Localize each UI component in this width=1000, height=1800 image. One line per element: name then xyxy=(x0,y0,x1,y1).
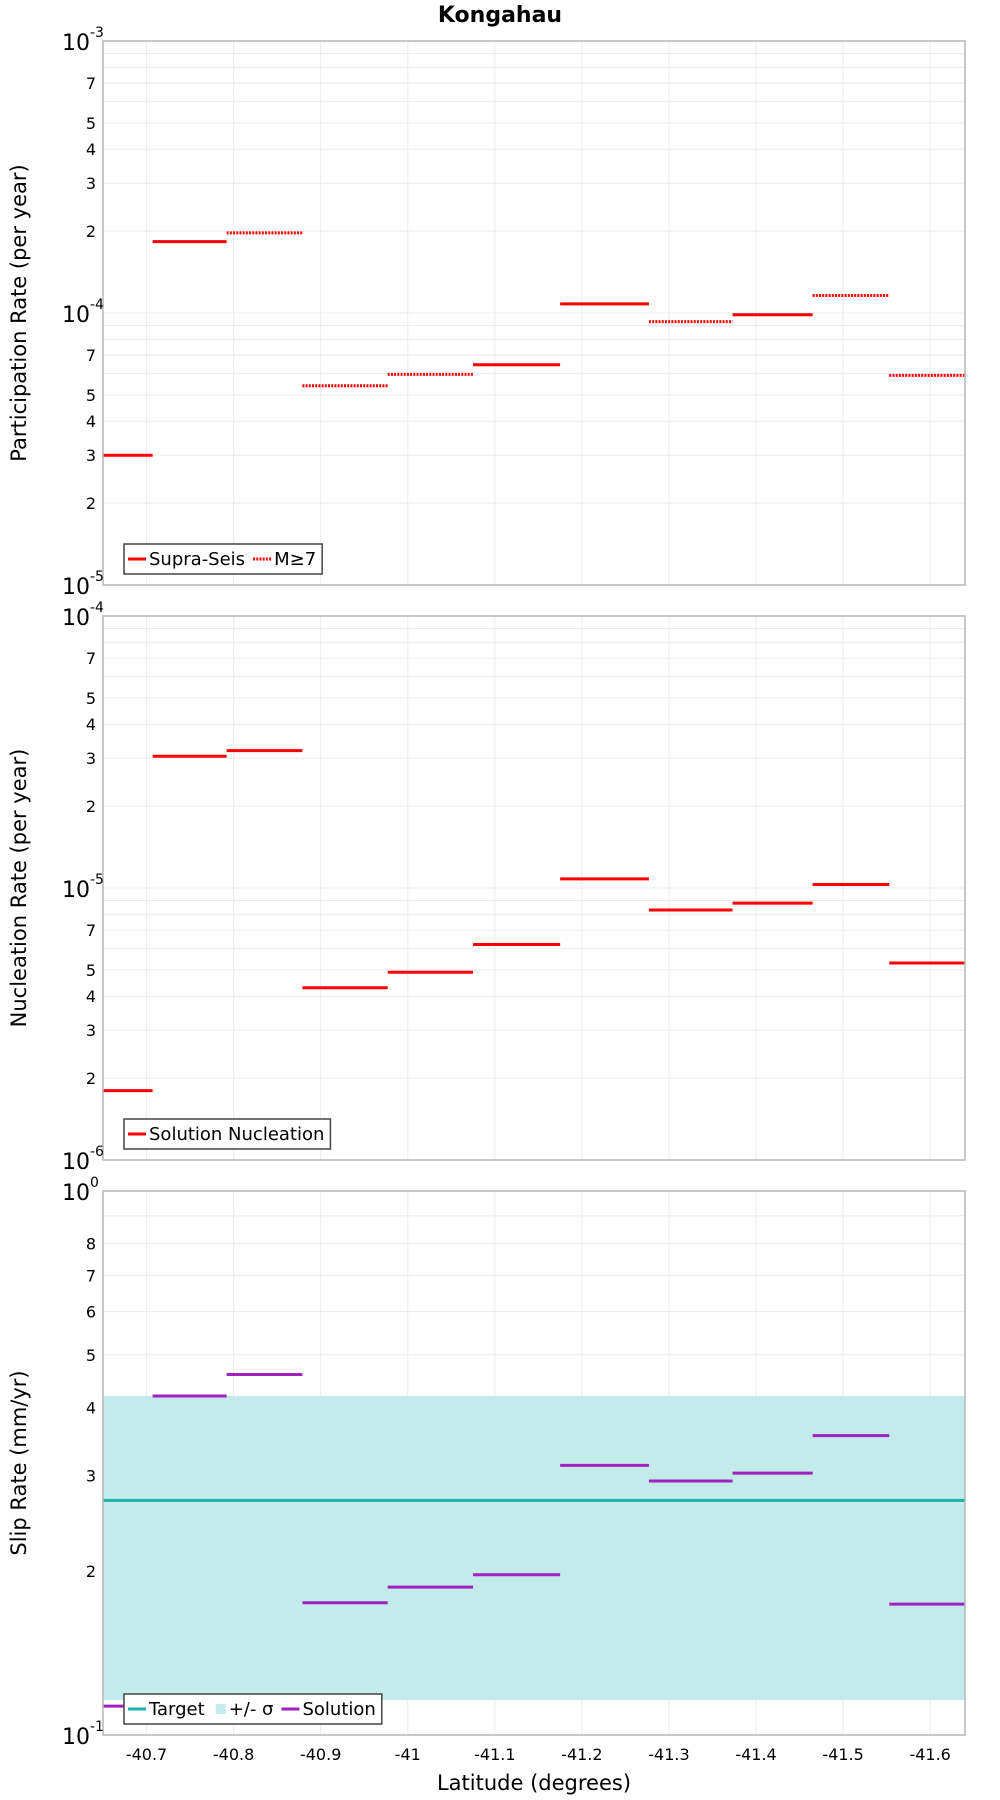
y-tick-label: 7 xyxy=(86,921,96,940)
y-tick-label: 10 xyxy=(62,878,90,903)
y-tick-label: 6 xyxy=(86,1303,96,1322)
legend-entry: Supra-Seis xyxy=(149,549,245,570)
y-tick-exponent: 0 xyxy=(90,1175,99,1191)
x-tick-label: -41.4 xyxy=(735,1745,776,1764)
legend-box xyxy=(123,1693,383,1725)
y-tick-label: 10 xyxy=(62,1725,90,1750)
plot-frame-nucleation xyxy=(102,615,966,1161)
x-tick-label: -40.8 xyxy=(213,1745,254,1764)
x-tick-label: -41 xyxy=(395,1745,421,1764)
legend-box xyxy=(123,1118,332,1150)
y-tick-label: 7 xyxy=(86,649,96,668)
y-tick-exponent: -1 xyxy=(90,1719,104,1735)
y-tick-label: 2 xyxy=(86,222,96,241)
x-axis-title: Latitude (degrees) xyxy=(437,1771,631,1795)
y-tick-label: 5 xyxy=(86,961,96,980)
y-tick-label: 8 xyxy=(86,1235,96,1254)
y-tick-label: 4 xyxy=(86,987,96,1006)
y-tick-label: 3 xyxy=(86,1021,96,1040)
x-tick-label: -41.2 xyxy=(561,1745,602,1764)
y-tick-exponent: -6 xyxy=(90,1144,104,1160)
y-tick-label: 2 xyxy=(86,1069,96,1088)
y-tick-exponent: -3 xyxy=(90,25,104,41)
y-tick-label: 10 xyxy=(62,31,90,56)
y-tick-label: 10 xyxy=(62,575,90,600)
y-tick-label: 10 xyxy=(62,303,90,328)
x-tick-label: -41.1 xyxy=(474,1745,515,1764)
y-tick-label: 5 xyxy=(86,386,96,405)
y-tick-label: 5 xyxy=(86,1346,96,1365)
legend-box xyxy=(123,543,323,575)
y-tick-label: 4 xyxy=(86,412,96,431)
legend-entry: +/- σ xyxy=(229,1699,274,1720)
y-axis-title-nucleation: Nucleation Rate (per year) xyxy=(7,749,31,1028)
y-tick-label: 4 xyxy=(86,1398,96,1417)
y-tick-label: 5 xyxy=(86,114,96,133)
x-tick-label: -40.9 xyxy=(300,1745,341,1764)
y-tick-label: 7 xyxy=(86,1266,96,1285)
x-tick-label: -41.6 xyxy=(909,1745,950,1764)
x-tick-label: -40.7 xyxy=(126,1745,167,1764)
y-tick-exponent: -4 xyxy=(90,297,104,313)
sigma-band xyxy=(103,1395,965,1700)
y-tick-exponent: -5 xyxy=(90,569,104,585)
legend-entry: Solution Nucleation xyxy=(149,1124,324,1145)
y-tick-label: 7 xyxy=(86,74,96,93)
x-tick-label: -41.5 xyxy=(822,1745,863,1764)
y-tick-label: 4 xyxy=(86,715,96,734)
y-axis-title-slip-rate: Slip Rate (mm/yr) xyxy=(7,1370,31,1555)
legend-entry: Solution xyxy=(302,1699,375,1720)
y-tick-label: 7 xyxy=(86,346,96,365)
y-tick-exponent: -5 xyxy=(90,872,104,888)
y-tick-label: 4 xyxy=(86,140,96,159)
y-axis-title-participation: Participation Rate (per year) xyxy=(7,164,31,461)
y-tick-label: 3 xyxy=(86,446,96,465)
y-tick-label: 10 xyxy=(62,1181,90,1206)
plot-frame-participation xyxy=(102,40,966,586)
y-tick-label: 5 xyxy=(86,689,96,708)
legend-entry: Target xyxy=(148,1699,205,1720)
x-tick-label: -41.3 xyxy=(648,1745,689,1764)
y-tick-label: 2 xyxy=(86,494,96,513)
legend-swatch xyxy=(215,1704,226,1714)
y-tick-exponent: -4 xyxy=(90,600,104,616)
legend-entry: M≥7 xyxy=(274,549,316,570)
plot-frame-slip-rate xyxy=(102,1190,966,1736)
y-tick-label: 10 xyxy=(62,606,90,631)
y-tick-label: 3 xyxy=(86,1466,96,1485)
chart-title: Kongahau xyxy=(438,3,562,28)
y-tick-label: 10 xyxy=(62,1150,90,1175)
y-tick-label: 2 xyxy=(86,797,96,816)
y-tick-label: 3 xyxy=(86,174,96,193)
y-tick-label: 2 xyxy=(86,1562,96,1581)
y-tick-label: 3 xyxy=(86,749,96,768)
